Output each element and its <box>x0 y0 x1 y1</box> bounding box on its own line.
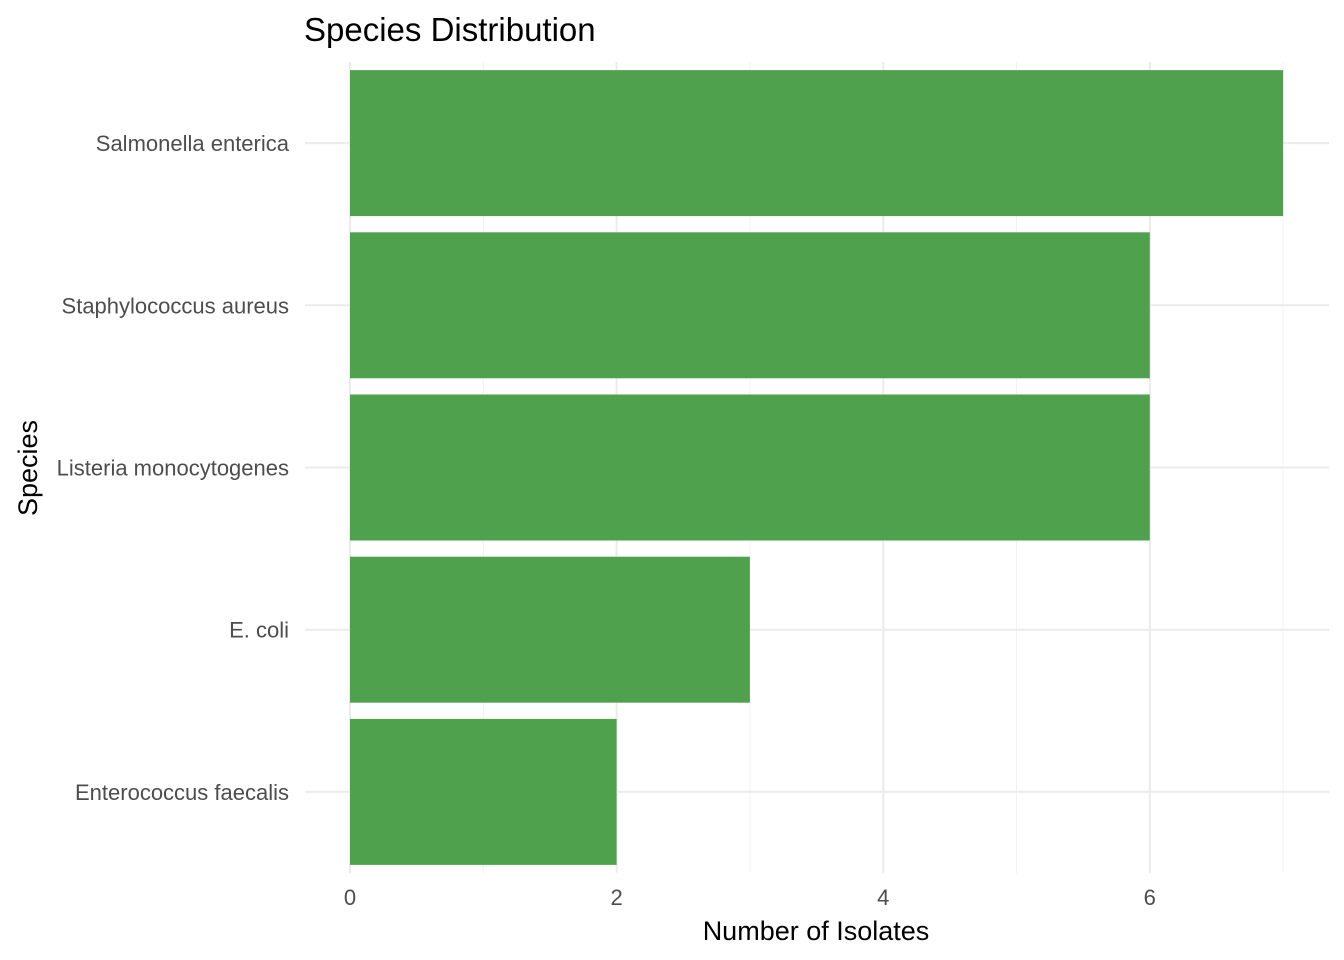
x-tick-label: 6 <box>1144 885 1156 910</box>
x-tick-label: 0 <box>344 885 356 910</box>
bar <box>350 556 750 703</box>
bar <box>350 718 617 865</box>
y-tick-label: E. coli <box>229 618 289 643</box>
bar <box>350 394 1150 541</box>
x-axis-title: Number of Isolates <box>703 916 930 946</box>
bars <box>350 70 1284 865</box>
tick-labels: 0 2 4 6 Salmonella enterica Staphylococcus au… <box>57 131 1156 910</box>
y-tick-label: Enterococcus faecalis <box>75 780 289 805</box>
y-tick-label: Salmonella enterica <box>96 131 290 156</box>
y-axis-title: Species <box>13 420 43 516</box>
bar <box>350 70 1284 217</box>
x-tick-label: 4 <box>877 885 889 910</box>
chart-title: Species Distribution <box>304 11 596 48</box>
bar <box>350 232 1150 379</box>
y-tick-label: Staphylococcus aureus <box>62 293 289 318</box>
x-tick-label: 2 <box>610 885 622 910</box>
y-tick-label: Listeria monocytogenes <box>57 456 289 481</box>
